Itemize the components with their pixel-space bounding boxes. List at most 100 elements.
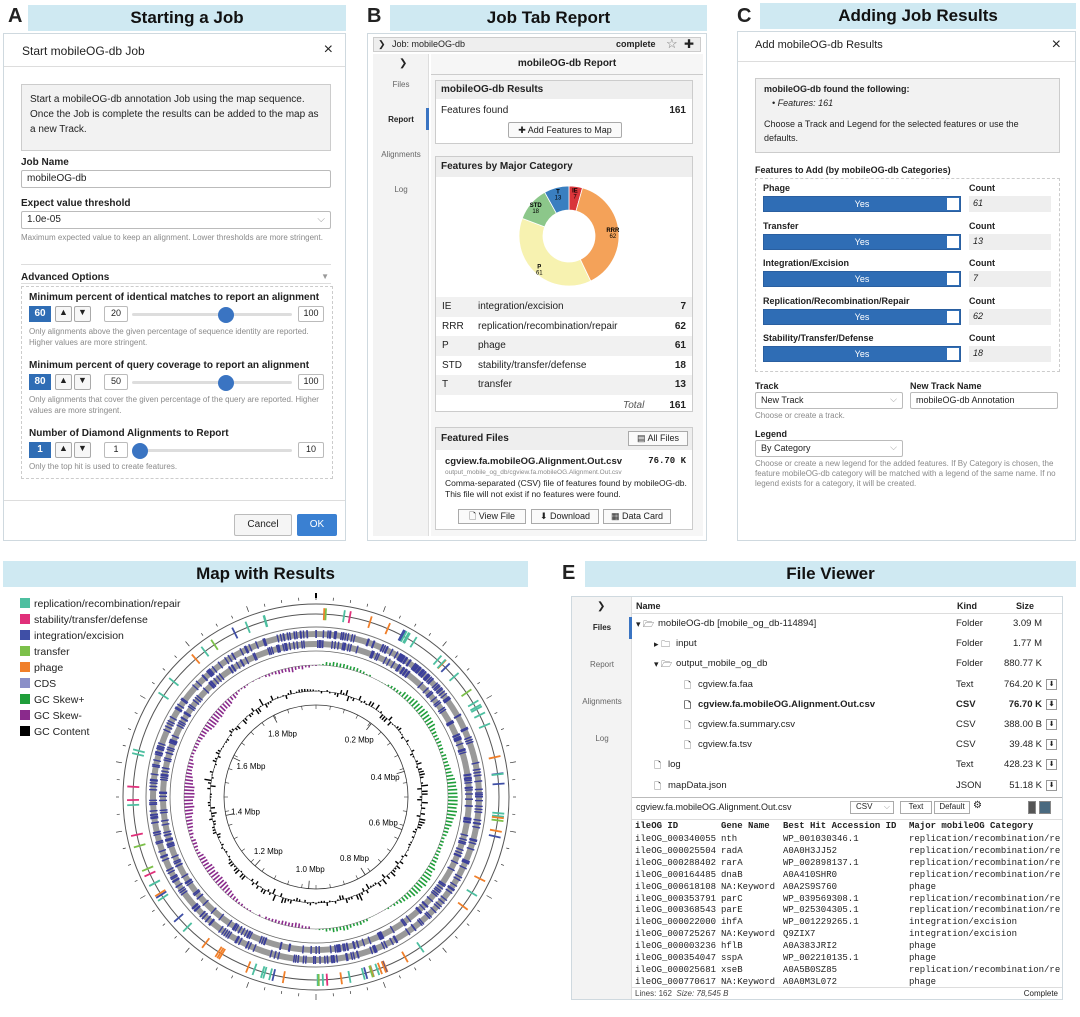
job-breadcrumb[interactable]: Job: mobileOG-db	[392, 39, 466, 49]
up-arrow-icon[interactable]: ▲	[55, 374, 72, 390]
opt1-value[interactable]: 60	[29, 306, 51, 322]
layout-left-icon[interactable]	[1028, 801, 1036, 814]
file-row[interactable]: 🗋 cgview.fa.faa Text 764.20 K ⬇	[632, 675, 1062, 695]
opt3-value[interactable]: 1	[29, 442, 51, 458]
ok-button[interactable]: OK	[297, 514, 337, 536]
download-icon[interactable]: ⬇	[1046, 779, 1057, 791]
file-row[interactable]: ▾ 🗁 output_mobile_og_db Folder 880.77 K	[632, 654, 1062, 674]
download-icon[interactable]: ⬇	[1046, 759, 1057, 771]
file-row[interactable]: ▸ 🗀 input Folder 1.77 M	[632, 634, 1062, 654]
job-breadcrumb-bar: ❯ Job: mobileOG-db complete ☆ ✚	[373, 36, 701, 52]
tab-alignments[interactable]: Alignments	[582, 697, 622, 706]
file-name[interactable]: mobileOG-db [mobile_og_db-114894]	[658, 618, 817, 629]
tab-report[interactable]: Report	[589, 660, 614, 669]
yes-toggle[interactable]: Yes	[763, 233, 961, 250]
col-kind[interactable]: Kind	[957, 601, 977, 611]
csv-content[interactable]: ileOG ID Gene Name Best Hit Accession ID Ma…	[635, 821, 1060, 987]
file-name[interactable]: cgview.fa.summary.csv	[698, 719, 795, 730]
file-name[interactable]: cgview.fa.faa	[698, 678, 753, 690]
up-arrow-icon[interactable]: ▲	[55, 442, 72, 458]
chevron-down-icon[interactable]: ▼	[321, 272, 329, 281]
plus-icon[interactable]: ✚	[684, 37, 695, 51]
opt3-slider[interactable]	[132, 443, 292, 459]
file-name[interactable]: cgview.fa.tsv	[698, 739, 752, 751]
opt1-slider-handle[interactable]	[218, 307, 235, 323]
download-icon[interactable]: ⬇	[1046, 698, 1057, 710]
chevron-right-icon[interactable]: ❯	[399, 58, 408, 69]
csv-header[interactable]: Gene Name	[721, 821, 770, 831]
yes-toggle[interactable]: Yes	[763, 271, 961, 287]
cancel-button[interactable]: Cancel	[234, 514, 292, 536]
opt2-slider-handle[interactable]	[218, 375, 235, 391]
cds-feature	[446, 721, 455, 727]
view-file-button[interactable]: 🗋 View File	[458, 509, 526, 524]
toggle-handle[interactable]	[947, 273, 959, 285]
advanced-options-toggle[interactable]: Advanced Options	[21, 272, 110, 283]
yes-toggle[interactable]: Yes	[763, 346, 961, 362]
format-select[interactable]: CSV ⌵	[850, 801, 894, 814]
down-arrow-icon[interactable]: ▼	[74, 306, 91, 322]
tab-files[interactable]: Files	[592, 623, 612, 632]
download-button[interactable]: ⬇ Download	[531, 509, 599, 524]
file-name[interactable]: input	[676, 638, 697, 650]
expect-select[interactable]: 1.0e-05 ⌵	[21, 211, 331, 229]
tab-log[interactable]: Log	[595, 734, 609, 743]
down-arrow-icon[interactable]: ▼	[74, 442, 91, 458]
toggle-handle[interactable]	[947, 198, 959, 210]
chevron-right-icon[interactable]: ❯	[597, 601, 606, 612]
circular-map[interactable]: 0.2 Mbp 0.4 Mbp 0.6 Mbp 0.8 Mbp 1.0 Mbp 1.2 M…	[110, 593, 522, 1005]
yes-toggle[interactable]: Yes	[763, 196, 961, 212]
tab-log[interactable]: Log	[394, 185, 408, 194]
job-name-input[interactable]: mobileOG-db	[21, 170, 331, 188]
file-row[interactable]: 🗋 cgview.fa.summary.csv CSV 388.00 B ⬇	[632, 715, 1062, 735]
gear-icon[interactable]: ⚙	[973, 800, 982, 811]
yes-toggle[interactable]: Yes	[763, 308, 961, 325]
file-row[interactable]: 🗋 cgview.fa.mobileOG.Alignment.Out.csv CSV…	[632, 695, 1062, 715]
file-name[interactable]: output_mobile_og_db	[676, 658, 768, 670]
default-view-button[interactable]: Default	[934, 801, 970, 814]
toggle-handle[interactable]	[947, 235, 959, 248]
col-name[interactable]: Name	[636, 601, 661, 611]
data-card-button[interactable]: ▦ Data Card	[603, 509, 671, 524]
toggle-handle[interactable]	[947, 348, 959, 360]
text-view-button[interactable]: Text	[900, 801, 932, 814]
opt1-slider[interactable]	[132, 307, 292, 323]
download-icon[interactable]: ⬇	[1046, 719, 1057, 730]
file-row[interactable]: ▾ 🗁 mobileOG-db [mobile_og_db-114894] Fold…	[632, 614, 1062, 634]
csv-header[interactable]: ileOG ID	[635, 821, 679, 831]
down-arrow-icon[interactable]: ▼	[74, 374, 91, 390]
download-icon[interactable]: ⬇	[1046, 739, 1057, 751]
close-icon[interactable]: ×	[1051, 36, 1061, 53]
all-files-button[interactable]: ▤ All Files	[628, 431, 688, 446]
star-icon[interactable]: ☆	[666, 36, 678, 51]
layout-split-icon[interactable]	[1039, 801, 1051, 814]
csv-header[interactable]: Best Hit Accession ID	[783, 821, 897, 831]
tab-report[interactable]: Report	[388, 115, 414, 124]
file-row[interactable]: 🗋 mapData.json JSON 51.18 K ⬇	[632, 776, 1062, 796]
opt2-slider[interactable]	[132, 375, 292, 391]
file-row[interactable]: 🗋 cgview.fa.tsv CSV 39.48 K ⬇	[632, 735, 1062, 755]
opt2-value[interactable]: 80	[29, 374, 51, 390]
file-name[interactable]: cgview.fa.mobileOG.Alignment.Out.csv	[698, 698, 876, 710]
track-select[interactable]: New Track ⌵	[755, 392, 903, 409]
tab-files[interactable]: Files	[392, 80, 410, 89]
csv-header[interactable]: Major mobileOG Category	[909, 821, 1034, 831]
file-row[interactable]: 🗋 log Text 428.23 K ⬇	[632, 755, 1062, 775]
add-features-button[interactable]: ✚ Add Features to Map	[508, 122, 622, 138]
mobile-feature	[488, 755, 501, 760]
cds-feature	[435, 686, 443, 694]
chevron-right-icon[interactable]: ❯	[378, 39, 386, 49]
download-icon[interactable]: ⬇	[1046, 678, 1057, 690]
opt3-slider-handle[interactable]	[132, 443, 148, 459]
up-arrow-icon[interactable]: ▲	[55, 306, 72, 322]
tab-alignments[interactable]: Alignments	[381, 150, 421, 159]
close-icon[interactable]: ×	[323, 41, 333, 58]
toggle-handle[interactable]	[947, 310, 959, 323]
file-name[interactable]: mapData.json	[668, 779, 727, 791]
cds-feature	[152, 763, 161, 767]
legend-select[interactable]: By Category ⌵	[755, 440, 903, 457]
col-size[interactable]: Size	[1016, 601, 1035, 611]
file-name[interactable]: log	[668, 759, 681, 771]
new-track-name-input[interactable]: mobileOG-db Annotation	[910, 392, 1058, 409]
featured-file-name[interactable]: cgview.fa.mobileOG.Alignment.Out.csv	[445, 456, 623, 467]
